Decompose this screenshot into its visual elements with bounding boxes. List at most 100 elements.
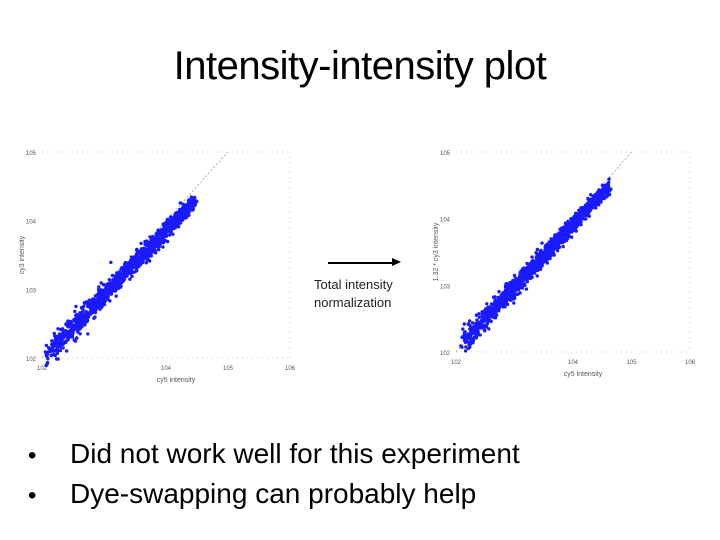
data-point: [78, 311, 82, 315]
data-point: [50, 353, 54, 357]
data-point: [104, 294, 109, 298]
data-point: [85, 312, 89, 316]
data-point: [511, 290, 516, 294]
data-point: [86, 304, 90, 309]
data-point: [100, 294, 105, 298]
data-point: [581, 217, 586, 221]
data-point: [561, 244, 565, 249]
y-tick-label: 102: [26, 357, 37, 363]
data-point: [590, 205, 594, 209]
data-point: [525, 265, 530, 269]
data-point: [107, 278, 112, 282]
data-point-outlier: [74, 313, 78, 317]
data-point: [97, 285, 101, 289]
data-point: [560, 239, 564, 243]
data-point: [589, 208, 593, 212]
data-point: [566, 221, 570, 225]
data-point: [578, 218, 582, 222]
normalization-arrow: Total intensity normalization: [312, 256, 412, 326]
data-point: [43, 350, 48, 354]
data-point: [53, 343, 58, 348]
data-point: [473, 324, 477, 328]
data-point: [121, 279, 126, 283]
data-point: [504, 284, 508, 288]
y-tick-label: 104: [26, 220, 37, 226]
data-point: [72, 317, 76, 322]
data-point: [193, 195, 197, 200]
data-point: [131, 261, 135, 265]
data-point: [497, 289, 501, 294]
data-point: [589, 201, 594, 205]
data-point: [178, 201, 182, 205]
data-point: [468, 342, 473, 346]
data-point: [462, 322, 466, 326]
data-point: [112, 279, 116, 283]
data-point: [96, 306, 101, 310]
data-point: [530, 259, 534, 264]
data-point: [549, 252, 553, 256]
data-point: [479, 326, 484, 330]
data-point: [163, 223, 167, 227]
y-tick-label: 102: [440, 351, 451, 357]
y-tick-label: 105: [440, 151, 451, 157]
data-point: [512, 293, 517, 298]
data-point: [68, 322, 73, 326]
data-point: [86, 332, 90, 336]
data-point: [122, 266, 127, 271]
data-point: [600, 195, 604, 199]
data-point: [128, 269, 133, 273]
data-point: [544, 260, 548, 264]
data-point: [516, 277, 520, 281]
data-point: [78, 319, 82, 324]
data-point: [534, 251, 538, 255]
data-point: [157, 248, 161, 252]
bullet-list: • Did not work well for this experiment …: [28, 435, 520, 515]
data-point: [117, 270, 122, 274]
data-point: [186, 210, 190, 215]
data-point: [517, 282, 521, 286]
data-point: [594, 193, 598, 198]
data-point-outlier: [482, 313, 486, 317]
data-point: [553, 233, 557, 237]
data-point: [52, 331, 56, 336]
data-point: [125, 271, 130, 276]
data-point: [93, 300, 97, 305]
data-point: [535, 247, 540, 252]
data-point-outlier: [59, 338, 63, 343]
data-point: [167, 222, 171, 227]
data-point: [493, 305, 498, 309]
data-point: [511, 282, 516, 286]
data-point: [539, 248, 543, 253]
data-point: [165, 219, 169, 223]
data-point: [174, 213, 179, 217]
data-point: [607, 192, 612, 197]
data-point: [116, 273, 120, 277]
data-point: [461, 327, 465, 331]
data-point: [183, 203, 188, 207]
data-point-outlier: [61, 346, 65, 350]
data-point: [141, 256, 145, 260]
x-axis-label: cy5 intensity: [564, 371, 603, 378]
data-point: [75, 336, 79, 340]
data-point: [461, 335, 465, 339]
data-point: [530, 275, 534, 279]
data-point: [179, 212, 184, 217]
data-point: [504, 288, 508, 293]
bullet-dot: •: [28, 482, 37, 509]
data-point: [93, 315, 97, 319]
data-point: [89, 299, 93, 304]
data-point: [137, 257, 141, 262]
data-point: [486, 312, 490, 316]
data-point: [594, 206, 598, 210]
data-point: [100, 303, 104, 308]
data-point: [508, 292, 512, 296]
data-point: [117, 281, 122, 285]
data-point: [44, 343, 49, 348]
data-point: [114, 294, 118, 298]
data-point: [551, 247, 556, 251]
data-point: [533, 271, 537, 275]
data-point: [530, 255, 534, 259]
data-point: [574, 229, 578, 233]
data-point: [585, 201, 590, 206]
